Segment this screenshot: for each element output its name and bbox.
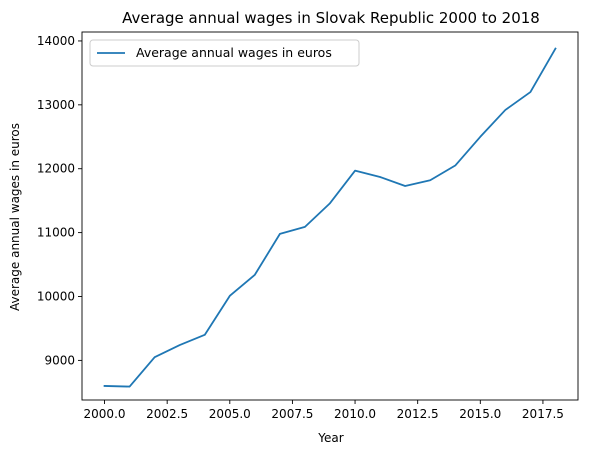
data-point <box>254 274 256 276</box>
data-point <box>104 385 106 387</box>
data-point <box>179 344 181 346</box>
plot-frame <box>81 31 579 401</box>
y-tick-label: 13000 <box>37 98 75 112</box>
data-point <box>204 334 206 336</box>
legend-frame <box>89 39 360 67</box>
legend: Average annual wages in euros <box>89 39 360 67</box>
data-point <box>154 356 156 358</box>
series-layer <box>103 47 557 388</box>
x-tick-label: 2012.5 <box>397 407 439 421</box>
x-tick-label: 2002.5 <box>146 407 188 421</box>
y-tick-label: 11000 <box>37 226 75 240</box>
y-axis-label: Average annual wages in euros <box>8 123 22 311</box>
data-point <box>479 136 481 138</box>
x-axis-label: Year <box>317 431 343 445</box>
legend-entry-label: Average annual wages in euros <box>136 45 332 60</box>
x-tick-label: 2010.0 <box>334 407 376 421</box>
data-point <box>404 185 406 187</box>
data-point <box>454 165 456 167</box>
y-tick-label: 9000 <box>44 353 75 367</box>
plot-area: Average annual wages in euros <box>81 31 579 401</box>
data-point <box>304 226 306 228</box>
data-point <box>504 109 506 111</box>
y-axis: 9000 10000 11000 12000 13000 14000 <box>37 34 82 367</box>
x-tick-label: 2000.0 <box>84 407 126 421</box>
series-line <box>103 47 557 388</box>
y-tick-label: 10000 <box>37 290 75 304</box>
y-tick-label: 12000 <box>37 162 75 176</box>
data-point <box>530 91 532 93</box>
chart-title: Average annual wages in Slovak Republic … <box>122 9 540 27</box>
x-tick-label: 2005.0 <box>209 407 251 421</box>
x-tick-label: 2017.5 <box>522 407 564 421</box>
data-point <box>329 202 331 204</box>
y-tick-label: 14000 <box>37 34 75 48</box>
x-tick-label: 2007.5 <box>271 407 313 421</box>
data-point <box>279 233 281 235</box>
x-tick-label: 2015.0 <box>459 407 501 421</box>
data-point <box>429 179 431 181</box>
data-point <box>555 48 557 50</box>
data-point <box>354 170 356 172</box>
x-axis: 2000.0 2002.5 2005.0 2007.5 2010.0 2012.5 2015… <box>84 400 564 421</box>
data-point <box>379 176 381 178</box>
data-point <box>229 295 231 297</box>
data-point <box>129 386 131 388</box>
